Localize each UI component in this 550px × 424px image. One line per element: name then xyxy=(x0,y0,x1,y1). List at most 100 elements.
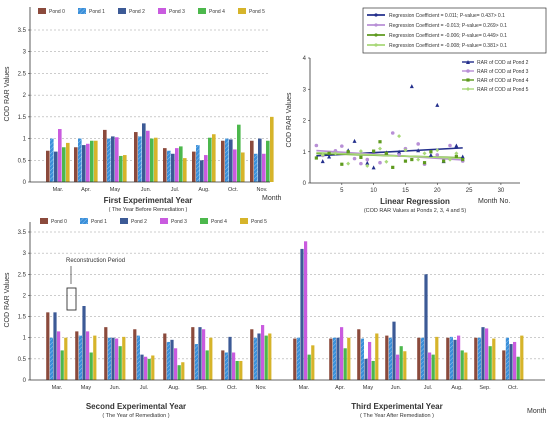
bar-pond-2-may-10 xyxy=(364,358,368,380)
point-rar-of-cod-at-pond-5-1 xyxy=(333,151,338,156)
y-tick-label: 2 xyxy=(23,93,27,99)
x-tick-label-mar: Mar. xyxy=(53,187,64,193)
bar-pond-2-jun-11 xyxy=(392,321,396,380)
coef-legend-label-3: Regression Coefficient = -0.008; P-value… xyxy=(389,43,507,49)
regression-x-label: Month No. xyxy=(478,198,510,205)
bar-pond-4-oct-15 xyxy=(516,356,520,380)
bar-pond-2-may-2 xyxy=(111,136,115,182)
bar-pond-3-jun-2 xyxy=(115,338,119,380)
bar-pond-5-oct-6 xyxy=(239,360,243,380)
point-rar-of-cod-at-pond-4-8 xyxy=(391,165,395,169)
point-rar-of-cod-at-pond-4-10 xyxy=(410,157,414,162)
bar-pond-4-mar-0 xyxy=(60,350,64,380)
bar-pond-1-jul-12 xyxy=(420,337,424,380)
point-rar-of-cod-at-pond-5-0 xyxy=(320,152,325,157)
bar-pond-3-jul-12 xyxy=(428,352,432,380)
bar-pond-4-oct-6 xyxy=(235,360,239,380)
bar-pond-0-oct-6 xyxy=(221,140,225,182)
bar-pond-4-jul-12 xyxy=(431,354,435,380)
bar-pond-0-jun-2 xyxy=(104,327,108,380)
legend-label-pond-1: Pond 1 xyxy=(89,9,105,15)
regression-points xyxy=(314,84,465,170)
bar-pond-4-jun-3 xyxy=(150,138,154,182)
bar-pond-4-nov-7 xyxy=(266,140,270,182)
point-rar-of-cod-at-pond-3-7 xyxy=(378,160,382,165)
bar-pond-3-aug-4 xyxy=(174,348,178,380)
regression-lines xyxy=(316,147,463,161)
bar-pond-5-jun-3 xyxy=(154,137,158,182)
x-tick-label-oct: Oct. xyxy=(228,187,239,193)
point-rar-of-cod-at-pond-4-1 xyxy=(327,151,331,155)
bar-pond-5-oct-15 xyxy=(520,335,524,380)
bar-pond-1-mar-0 xyxy=(50,138,54,182)
first-year-subtitle: ( The Year Before Remediation ) xyxy=(109,207,188,213)
first-year-bars xyxy=(46,116,274,182)
first-year-legend: Pond 0 Pond 1 Pond 2 Pond 3 Pond 4 Pond 5 xyxy=(38,8,265,15)
legend-swatch-pond-0 xyxy=(38,8,46,14)
bar-pond-0-oct-6 xyxy=(221,350,225,380)
bar-pond-0-jul-3 xyxy=(133,329,137,380)
bar-pond-1-nov-7 xyxy=(253,337,257,380)
first-year-x-label: Month xyxy=(262,195,282,202)
legend-swatch-pond-4 xyxy=(198,8,206,14)
bar-pond-0-sep-5 xyxy=(191,327,195,380)
bar-pond-2-jul-3 xyxy=(140,354,144,380)
bar-pond-4-mar-0 xyxy=(62,147,66,182)
legend-label-pond-5: Pond 5 xyxy=(249,9,265,15)
bar-pond-3-may-10 xyxy=(368,341,372,380)
coef-legend-marker-0 xyxy=(374,13,378,17)
bar-pond-5-jul-4 xyxy=(183,158,187,182)
y-tick-label: 3.5 xyxy=(18,230,27,236)
x-tick-label: 20 xyxy=(434,188,441,194)
bar-pond-5-sep-14 xyxy=(492,338,496,380)
point-rar-of-cod-at-pond-4-2 xyxy=(340,162,344,166)
bar-pond-2-apr-9 xyxy=(336,337,340,380)
bar-pond-0-aug-5 xyxy=(192,151,196,182)
bar-pond-4-sep-5 xyxy=(205,350,209,380)
x-tick-label-jun: Jun. xyxy=(391,385,402,391)
bar-pond-0-mar-8 xyxy=(293,338,297,380)
legend-swatch-pond-3 xyxy=(158,8,166,14)
x-tick-label-nov: Nov. xyxy=(257,187,268,193)
second-third-year-chart: 0 0.5 1 1.5 2 2.5 3 3.5 Mar. May Jun. Jul. Aug. Sep.… xyxy=(4,218,547,419)
bar-pond-1-nov-7 xyxy=(254,153,258,182)
bar-pond-2-sep-14 xyxy=(481,327,485,380)
bar-pond-0-jul-4 xyxy=(163,148,167,182)
series-legend-marker-rar-of-cod-at-pond-2 xyxy=(466,60,470,64)
regression-title: Linear Regression xyxy=(380,197,450,206)
point-rar-of-cod-at-pond-4-6 xyxy=(378,140,382,144)
point-rar-of-cod-at-pond-3-11 xyxy=(416,142,420,146)
series-legend-marker-rar-of-cod-at-pond-4 xyxy=(466,78,470,82)
coef-legend-marker-3 xyxy=(374,43,378,47)
second-year-subtitle: ( The Year of Remediation ) xyxy=(102,413,169,419)
bar-pond-5-jul-3 xyxy=(151,355,155,380)
bar-pond-3-mar-0 xyxy=(57,331,61,380)
bar-pond-4-jul-3 xyxy=(147,358,151,380)
point-rar-of-cod-at-pond-4-7 xyxy=(384,151,388,155)
bar-pond-3-apr-9 xyxy=(340,327,344,380)
legend-label-pond-1: Pond 1 xyxy=(91,219,107,225)
bar-pond-0-aug-13 xyxy=(446,337,450,380)
legend-label-pond-0: Pond 0 xyxy=(49,9,65,15)
bar-pond-5-may-2 xyxy=(123,155,127,182)
legend-swatch-pond-0 xyxy=(40,218,48,224)
regression-y-ticks: 0 1 2 3 4 xyxy=(303,56,310,187)
bar-pond-0-jul-12 xyxy=(417,337,421,380)
bar-pond-3-sep-5 xyxy=(202,329,206,380)
bar-pond-3-may-1 xyxy=(86,331,90,380)
bar-pond-3-mar-0 xyxy=(58,129,62,182)
coef-legend-label-0: Regression Coefficient = 0.011; P-value=… xyxy=(389,13,505,19)
regression-series-legend: RAR of COD at Pond 2 RAR of COD at Pond 3… xyxy=(462,60,529,93)
point-rar-of-cod-at-pond-4-12 xyxy=(429,150,433,154)
bar-pond-3-sep-14 xyxy=(485,328,489,380)
x-tick-label-may: May xyxy=(81,385,92,391)
bar-pond-5-jun-2 xyxy=(122,336,126,380)
y-tick-label: 1.5 xyxy=(18,115,27,121)
bar-pond-3-oct-6 xyxy=(232,352,236,380)
bar-pond-4-aug-4 xyxy=(177,365,181,380)
point-rar-of-cod-at-pond-5-6 xyxy=(384,159,389,164)
point-rar-of-cod-at-pond-3-8 xyxy=(390,131,395,135)
bar-pond-2-mar-8 xyxy=(300,248,304,380)
x-tick-label-aug: Aug. xyxy=(168,385,180,391)
bar-pond-2-aug-5 xyxy=(200,160,204,182)
